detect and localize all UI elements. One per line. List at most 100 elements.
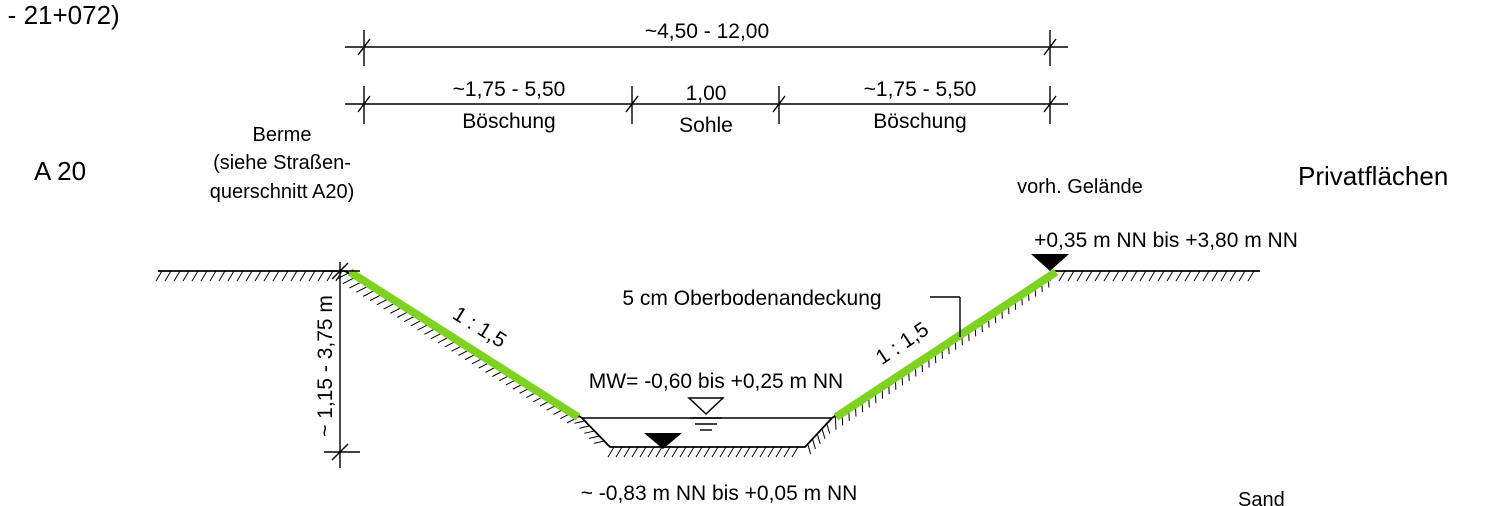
hatch-tick bbox=[1202, 270, 1210, 282]
a20-label: A 20 bbox=[34, 156, 86, 186]
hatch-tick bbox=[703, 446, 711, 458]
hatch-tick bbox=[655, 446, 663, 458]
topsoil-leader bbox=[930, 296, 961, 337]
terrain-level-marker bbox=[1031, 254, 1069, 271]
hatch-tick bbox=[775, 446, 783, 458]
hatch-tick bbox=[574, 420, 585, 424]
hatch-tick bbox=[623, 446, 631, 458]
private-land-label: Privatflächen bbox=[1298, 161, 1448, 191]
hatch-tick bbox=[593, 440, 605, 444]
bottom-width: 1,00 bbox=[686, 82, 727, 105]
hatch-tick bbox=[679, 446, 687, 458]
hatch-tick bbox=[272, 270, 280, 282]
hatch-tick bbox=[767, 446, 775, 458]
hatch-tick bbox=[812, 438, 816, 450]
hatch-tick bbox=[290, 270, 298, 282]
hatch-tick bbox=[1076, 270, 1084, 282]
hatch-tick bbox=[1058, 270, 1066, 282]
hatch-tick bbox=[1157, 270, 1165, 282]
topsoil-label: 5 cm Oberbodenandeckung bbox=[622, 287, 881, 310]
depth-dimension bbox=[324, 262, 360, 468]
bottom-level-marker bbox=[644, 433, 682, 449]
left-slope-label: Böschung bbox=[462, 110, 555, 133]
hatch-tick bbox=[1211, 270, 1219, 282]
hatch-tick bbox=[719, 446, 727, 458]
right-slope-width: ~1,75 - 5,50 bbox=[864, 78, 977, 101]
hatch-tick bbox=[1175, 270, 1183, 282]
hatch-tick bbox=[1247, 270, 1255, 282]
hatch-tick bbox=[1085, 270, 1093, 282]
hatch-tick bbox=[155, 270, 163, 282]
hatch-tick bbox=[1193, 270, 1201, 282]
hatch-tick bbox=[743, 446, 751, 458]
terrain-title: vorh. Gelände bbox=[1017, 176, 1143, 198]
hatch-tick bbox=[1229, 270, 1237, 282]
hatch-tick bbox=[281, 270, 289, 282]
hatch-tick bbox=[826, 423, 831, 434]
hatch-tick bbox=[671, 446, 679, 458]
right-slope-label: Böschung bbox=[873, 110, 966, 133]
hatch-tick bbox=[607, 446, 615, 458]
hatch-tick bbox=[1220, 270, 1228, 282]
left-slope-width: ~1,75 - 5,50 bbox=[453, 78, 566, 101]
hatch-tick bbox=[759, 446, 767, 458]
water-level-label: MW= -0,60 bis +0,25 m NN bbox=[589, 370, 843, 393]
hatch-tick bbox=[615, 446, 623, 458]
hatch-tick bbox=[687, 446, 695, 458]
hatch-tick bbox=[1139, 270, 1147, 282]
hatch-tick bbox=[735, 446, 743, 458]
hatch-tick bbox=[1067, 270, 1075, 282]
hatch-tick bbox=[791, 446, 799, 458]
hatch-tick bbox=[1184, 270, 1192, 282]
hatch-tick bbox=[695, 446, 703, 458]
hatch-tick bbox=[245, 270, 253, 282]
terrain-level: +0,35 m NN bis +3,80 m NN bbox=[1034, 229, 1298, 252]
hatch-tick bbox=[209, 270, 217, 282]
hatch-tick bbox=[663, 446, 671, 458]
hatch-tick bbox=[191, 270, 199, 282]
hatch-tick bbox=[1166, 270, 1174, 282]
berm-label-line2: (siehe Straßen- bbox=[213, 152, 351, 174]
hatch-tick bbox=[807, 443, 812, 455]
hatch-tick bbox=[263, 270, 271, 282]
water-level-symbol bbox=[687, 397, 725, 431]
hatch-tick bbox=[647, 446, 655, 458]
topsoil-layer bbox=[347, 268, 1059, 421]
hatch-tick bbox=[579, 425, 590, 429]
hatch-tick bbox=[1103, 270, 1111, 282]
hatch-tick bbox=[317, 270, 325, 282]
depth-label: ~ 1,15 - 3,75 m bbox=[314, 295, 337, 437]
title-fragment: 5 - 21+072) bbox=[0, 0, 120, 30]
hatch-tick bbox=[783, 446, 791, 458]
hatch-tick bbox=[299, 270, 307, 282]
hatch-tick bbox=[751, 446, 759, 458]
soil-label: Sand bbox=[1238, 489, 1285, 506]
hatch-tick bbox=[834, 415, 837, 430]
hatch-tick bbox=[182, 270, 190, 282]
hatch-tick bbox=[335, 272, 349, 280]
hatch-tick bbox=[326, 270, 334, 282]
hatch-tick bbox=[589, 435, 600, 439]
hatch-tick bbox=[816, 433, 821, 445]
hatch-tick bbox=[308, 270, 316, 282]
hatch-tick bbox=[1238, 270, 1246, 282]
hatch-tick bbox=[200, 270, 208, 282]
total-width-label: ~4,50 - 12,00 bbox=[645, 20, 769, 43]
bottom-level-label: ~ -0,83 m NN bis +0,05 m NN bbox=[581, 482, 858, 505]
hatch-tick bbox=[227, 270, 235, 282]
hatch-tick bbox=[218, 270, 226, 282]
berm-label-line1: Berme bbox=[253, 124, 312, 146]
hatch-tick bbox=[236, 270, 244, 282]
hatch-tick bbox=[821, 428, 826, 439]
hatch-tick bbox=[1112, 270, 1120, 282]
hatch-tick bbox=[164, 270, 172, 282]
hatch-tick bbox=[727, 446, 735, 458]
hatch-tick bbox=[1130, 270, 1138, 282]
bottom-width-label: Sohle bbox=[679, 114, 733, 137]
hatch-tick bbox=[254, 270, 262, 282]
hatch-tick bbox=[631, 446, 639, 458]
dimension-total bbox=[345, 30, 1068, 66]
hatch-tick bbox=[639, 446, 647, 458]
berm-label-line3: querschnitt A20) bbox=[210, 181, 355, 203]
